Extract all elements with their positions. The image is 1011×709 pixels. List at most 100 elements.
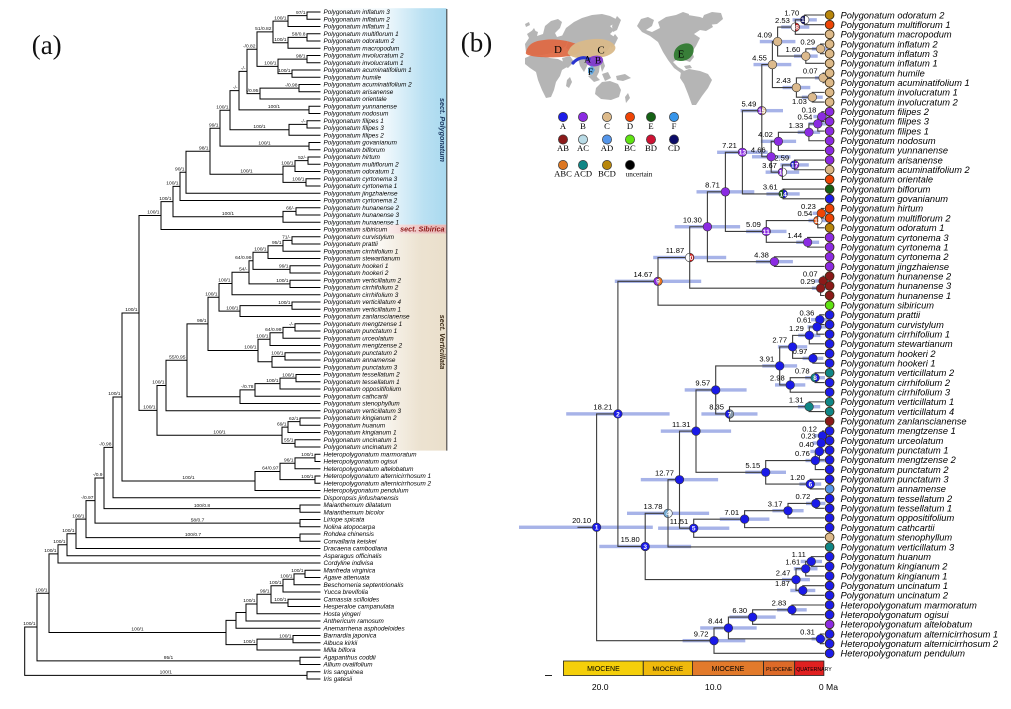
svg-text:PLIOCENE: PLIOCENE — [766, 667, 793, 673]
svg-text:4.55: 4.55 — [752, 53, 767, 62]
svg-text:99/1: 99/1 — [209, 122, 219, 128]
svg-text:Polygonatum cirrhifolium 2: Polygonatum cirrhifolium 2 — [324, 285, 399, 292]
svg-text:AD: AD — [601, 143, 613, 153]
svg-text:D: D — [627, 121, 633, 131]
svg-text:Polygonatum prattii: Polygonatum prattii — [841, 310, 922, 320]
svg-text:Polygonatum filipes 2: Polygonatum filipes 2 — [841, 107, 930, 117]
svg-text:100/1: 100/1 — [301, 474, 314, 480]
svg-text:Polygonatum multiflorum 2: Polygonatum multiflorum 2 — [841, 213, 952, 223]
svg-text:Maianthemum dilatatum: Maianthemum dilatatum — [324, 502, 392, 509]
svg-text:Polygonatum involucratum 1: Polygonatum involucratum 1 — [841, 88, 958, 98]
svg-text:0.23: 0.23 — [801, 202, 816, 211]
svg-text:20.10: 20.10 — [572, 516, 591, 525]
svg-text:Polygonatum punctatum 3: Polygonatum punctatum 3 — [324, 364, 398, 371]
svg-text:Heteropolygonatum pendulum: Heteropolygonatum pendulum — [841, 649, 966, 659]
svg-text:Polygonatum stenophyllum: Polygonatum stenophyllum — [841, 533, 953, 543]
svg-text:100/1: 100/1 — [281, 160, 294, 166]
svg-text:100/1: 100/1 — [269, 580, 282, 586]
svg-text:100/1: 100/1 — [125, 307, 138, 313]
svg-text:Polygonatum filipes 1: Polygonatum filipes 1 — [841, 126, 929, 136]
svg-text:8.35: 8.35 — [709, 403, 724, 412]
svg-text:Milla biflora: Milla biflora — [324, 647, 357, 654]
svg-text:100/1: 100/1 — [205, 292, 218, 298]
svg-text:Polygonatum yunnanense: Polygonatum yunnanense — [324, 103, 398, 110]
svg-text:2.53: 2.53 — [775, 16, 790, 25]
svg-text:100/1: 100/1 — [258, 140, 271, 146]
svg-text:100/1: 100/1 — [274, 37, 287, 43]
svg-text:Polygonatum filipes 2: Polygonatum filipes 2 — [324, 132, 385, 139]
svg-text:Polygonatum cyrtonema 1: Polygonatum cyrtonema 1 — [324, 183, 398, 190]
svg-text:0.61: 0.61 — [797, 316, 812, 325]
svg-text:14.67: 14.67 — [633, 270, 652, 279]
svg-text:Convallaria keiskei: Convallaria keiskei — [324, 538, 377, 545]
svg-text:0 Ma: 0 Ma — [819, 682, 838, 692]
svg-text:100/1: 100/1 — [291, 568, 304, 574]
svg-text:2: 2 — [616, 411, 620, 418]
svg-text:Polygonatum cirrhifolium 3: Polygonatum cirrhifolium 3 — [841, 388, 951, 398]
svg-text:9.57: 9.57 — [695, 379, 710, 388]
svg-text:99/1: 99/1 — [197, 318, 207, 324]
svg-text:Polygonatum multiflorum 2: Polygonatum multiflorum 2 — [324, 161, 400, 168]
svg-text:Polygonatum humile: Polygonatum humile — [841, 68, 925, 78]
svg-text:0.18: 0.18 — [802, 105, 817, 114]
svg-text:Barnardia japonica: Barnardia japonica — [324, 633, 377, 640]
svg-text:Polygonatum tessellatum 1: Polygonatum tessellatum 1 — [841, 504, 953, 514]
svg-text:Polygonatum uncinatum 2: Polygonatum uncinatum 2 — [324, 444, 398, 451]
svg-text:100/1: 100/1 — [23, 621, 36, 627]
svg-text:Polygonatum yunnanense: Polygonatum yunnanense — [841, 146, 949, 156]
svg-text:100/1: 100/1 — [44, 548, 57, 554]
svg-text:Polygonatum punctatum 1: Polygonatum punctatum 1 — [841, 446, 949, 456]
svg-text:69/1: 69/1 — [277, 421, 287, 427]
svg-text:9: 9 — [656, 279, 660, 286]
svg-text:100/1: 100/1 — [271, 351, 284, 357]
svg-text:100/1: 100/1 — [166, 181, 179, 187]
svg-text:8.44: 8.44 — [708, 617, 723, 626]
svg-text:64/0.99: 64/0.99 — [235, 255, 252, 261]
svg-text:Polygonatum cathcartii: Polygonatum cathcartii — [841, 523, 936, 533]
svg-text:100/1: 100/1 — [256, 333, 269, 339]
svg-text:Nolina atopocarpa: Nolina atopocarpa — [324, 524, 376, 531]
svg-text:Polygonatum macropodum: Polygonatum macropodum — [324, 45, 400, 52]
svg-text:5.49: 5.49 — [742, 99, 757, 108]
svg-text:Polygonatum tessellatum 2: Polygonatum tessellatum 2 — [841, 494, 953, 504]
svg-text:100/1: 100/1 — [72, 513, 85, 519]
svg-text:Polygonatum uncinatum 2: Polygonatum uncinatum 2 — [841, 591, 949, 601]
svg-text:51/0.82: 51/0.82 — [255, 26, 272, 32]
svg-text:Polygonatum cirrhifolium 1: Polygonatum cirrhifolium 1 — [841, 329, 951, 339]
svg-text:Polygonatum curvistylum: Polygonatum curvistylum — [324, 234, 395, 241]
svg-text:4.66: 4.66 — [751, 146, 766, 155]
svg-text:Polygonatum hookeri 1: Polygonatum hookeri 1 — [324, 263, 389, 270]
svg-text:0.76: 0.76 — [795, 449, 810, 458]
svg-text:Polygonatum jingzhaiense: Polygonatum jingzhaiense — [841, 262, 950, 272]
svg-text:Heteropolygonatum alternicirrh: Heteropolygonatum alternicirrhosum 1 — [841, 629, 999, 639]
svg-text:100/1: 100/1 — [108, 391, 121, 397]
svg-text:Polygonatum mengtzense 2: Polygonatum mengtzense 2 — [324, 343, 403, 350]
svg-text:1.31: 1.31 — [789, 395, 804, 404]
svg-text:Disporopsis jinfushanensis: Disporopsis jinfushanensis — [324, 495, 400, 502]
svg-text:Polygonatum filipes 1: Polygonatum filipes 1 — [324, 118, 384, 125]
svg-text:Asparagus officinalis: Asparagus officinalis — [323, 553, 383, 560]
svg-text:Polygonatum hunanense 3: Polygonatum hunanense 3 — [324, 212, 400, 219]
svg-text:Polygonatum huanum: Polygonatum huanum — [841, 552, 932, 562]
svg-text:Heteropolygonatum ogisui: Heteropolygonatum ogisui — [841, 610, 950, 620]
svg-text:100/1: 100/1 — [274, 597, 287, 603]
svg-text:100/1: 100/1 — [244, 345, 257, 351]
svg-text:100/1: 100/1 — [240, 168, 253, 174]
svg-text:A: A — [560, 121, 567, 131]
svg-text:64/0.97: 64/0.97 — [262, 466, 279, 472]
svg-text:10: 10 — [686, 255, 694, 262]
svg-text:100/1: 100/1 — [264, 61, 277, 67]
svg-text:Hosta yingeri: Hosta yingeri — [324, 611, 362, 618]
svg-text:Anemarrhena asphodeloides: Anemarrhena asphodeloides — [323, 625, 406, 632]
svg-text:0.29: 0.29 — [800, 277, 815, 286]
svg-text:64/0.99: 64/0.99 — [265, 327, 282, 333]
svg-text:19: 19 — [801, 17, 809, 24]
svg-text:Polygonatum macropodum: Polygonatum macropodum — [841, 30, 952, 40]
svg-text:(a): (a) — [32, 30, 62, 60]
svg-text:95/1: 95/1 — [164, 655, 174, 661]
svg-text:15: 15 — [758, 108, 766, 115]
svg-text:Polygonatum verticillatum 2: Polygonatum verticillatum 2 — [324, 277, 402, 284]
svg-text:100/1: 100/1 — [213, 429, 226, 435]
svg-text:100/1: 100/1 — [159, 196, 172, 202]
svg-text:18: 18 — [792, 24, 800, 31]
